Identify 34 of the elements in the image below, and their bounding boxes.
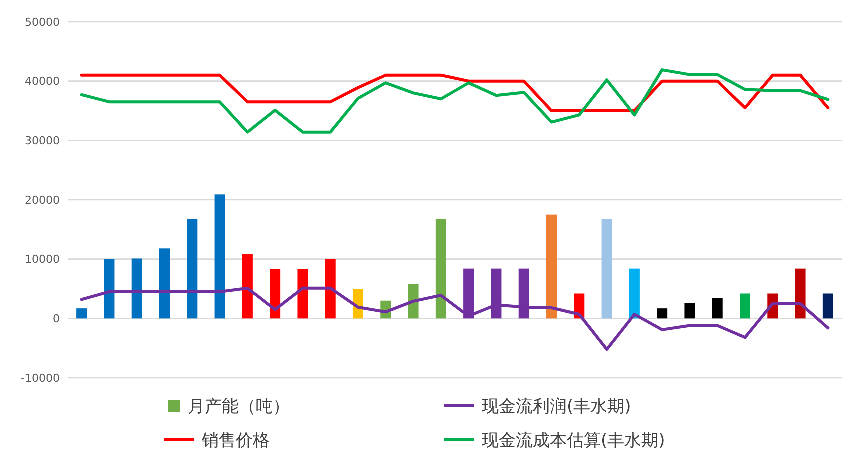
y-tick-label: 50000 bbox=[25, 16, 60, 29]
bar bbox=[546, 214, 557, 319]
legend-label: 月产能（吨） bbox=[188, 396, 290, 417]
y-tick-label: 30000 bbox=[25, 134, 60, 148]
bar bbox=[104, 259, 115, 319]
bar bbox=[684, 303, 696, 319]
bar bbox=[325, 259, 336, 319]
legend-label: 销售价格 bbox=[201, 430, 270, 451]
bar bbox=[712, 298, 723, 319]
line-series bbox=[80, 68, 830, 134]
bar bbox=[795, 268, 806, 319]
y-tick-label: -10000 bbox=[21, 372, 60, 385]
bar bbox=[187, 218, 198, 319]
bar bbox=[76, 308, 88, 319]
y-tick-label: 40000 bbox=[25, 75, 60, 88]
bar bbox=[602, 218, 612, 319]
bar bbox=[629, 268, 640, 319]
bar bbox=[298, 269, 308, 319]
legend-label: 现金流利润(丰水期) bbox=[482, 396, 632, 417]
bar bbox=[214, 194, 226, 319]
bar bbox=[270, 269, 281, 319]
y-tick-label: 0 bbox=[53, 312, 60, 326]
bar bbox=[822, 294, 834, 319]
line-series bbox=[80, 74, 830, 112]
bar bbox=[740, 294, 750, 319]
y-tick-label: 20000 bbox=[25, 194, 60, 207]
bar bbox=[160, 248, 170, 319]
legend-label: 现金流成本估算(丰水期) bbox=[482, 430, 666, 451]
bar bbox=[657, 308, 668, 319]
bar bbox=[436, 218, 446, 319]
y-tick-label: 10000 bbox=[25, 253, 60, 266]
bar bbox=[408, 284, 419, 319]
bar bbox=[132, 258, 142, 319]
bar bbox=[242, 254, 253, 319]
